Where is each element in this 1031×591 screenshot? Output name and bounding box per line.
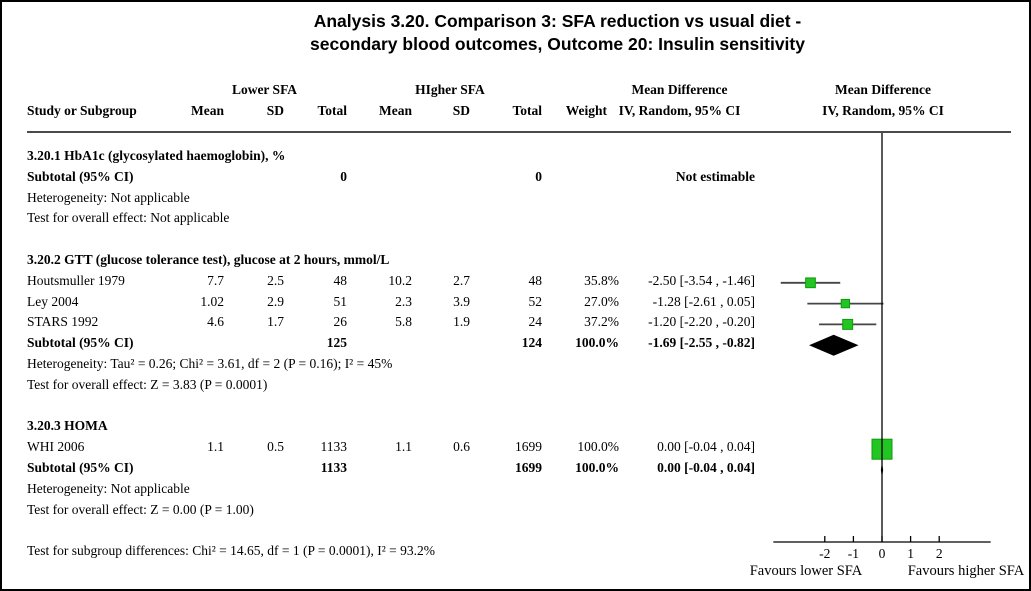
cell-m2: 2.3 xyxy=(395,293,412,309)
table-row-note: Heterogeneity: Not applicable xyxy=(2,479,1029,500)
cell-t1: 1133 xyxy=(320,439,348,455)
column-group-mean-difference-plot: Mean Difference xyxy=(834,82,932,97)
cell-t1: 48 xyxy=(333,272,348,288)
table-row-note: Test for subgroup differences: Chi² = 14… xyxy=(2,541,1029,562)
figure-title: Analysis 3.20. Comparison 3: SFA reducti… xyxy=(2,10,1029,56)
cell-study: WHI 2006 xyxy=(27,439,85,455)
cell-m1: 7.7 xyxy=(207,272,224,288)
column-header-iv-random-stats: IV, Random, 95% CI xyxy=(618,103,741,118)
cell-ci: 0.00 [-0.04 , 0.04] xyxy=(657,460,755,475)
cell-sd2: 0.6 xyxy=(453,439,470,455)
cell-sd2: 2.7 xyxy=(453,272,470,288)
cell-study: Houtsmuller 1979 xyxy=(27,272,125,288)
cell-study: Subtotal (95% CI) xyxy=(27,168,134,184)
cell-t2: 52 xyxy=(528,293,543,309)
column-header-mean1: Mean xyxy=(191,103,224,118)
section-text: 3.20.3 HOMA xyxy=(27,418,108,434)
cell-sd2: 3.9 xyxy=(453,293,470,309)
table-row-section: 3.20.3 HOMA xyxy=(2,416,1029,437)
table-row-study: Ley 2004 1.02 2.9 51 2.3 3.9 52 27.0% -1.28 [-2.… xyxy=(2,292,1029,313)
table-row-study: WHI 2006 1.1 0.5 1133 1.1 0.6 1699 100.0% 0.00 [… xyxy=(2,437,1029,458)
table-row-subtotal: Subtotal (95% CI) 125 124 100.0% -1.69 [-2.5… xyxy=(2,333,1029,354)
note-text: Test for overall effect: Not applicable xyxy=(27,210,230,226)
column-header-sd1: SD xyxy=(266,103,284,118)
column-header-weight: Weight xyxy=(565,103,607,118)
cell-sd2: 1.9 xyxy=(453,314,470,330)
table-row-note: Test for overall effect: Z = 3.83 (P = 0… xyxy=(2,375,1029,396)
column-header-mean2: Mean xyxy=(379,103,412,118)
cell-m2: 5.8 xyxy=(395,314,412,330)
cell-m2: 10.2 xyxy=(388,272,412,288)
cell-study: STARS 1992 xyxy=(27,314,99,330)
cell-m2: 1.1 xyxy=(395,439,412,455)
cell-m1: 4.6 xyxy=(207,314,224,330)
note-text: Test for overall effect: Z = 0.00 (P = 1… xyxy=(27,501,254,517)
table-row-section: 3.20.1 HbA1c (glycosylated haemoglobin),… xyxy=(2,146,1029,167)
figure-title-line1: Analysis 3.20. Comparison 3: SFA reducti… xyxy=(313,11,802,31)
cell-ci: -1.28 [-2.61 , 0.05] xyxy=(652,293,755,309)
cell-t2: 1699 xyxy=(515,460,542,475)
column-group-lower-sfa: Lower SFA xyxy=(231,82,298,97)
cell-sd1: 0.5 xyxy=(267,439,284,455)
cell-w: 100.0% xyxy=(575,335,619,351)
cell-ci: -2.50 [-3.54 , -1.46] xyxy=(648,272,755,288)
column-header-sd2: SD xyxy=(452,103,470,118)
table-row-section: 3.20.2 GTT (glucose tolerance test), glu… xyxy=(2,250,1029,271)
cell-sd1: 1.7 xyxy=(267,314,284,330)
column-header-iv-random-plot: IV, Random, 95% CI xyxy=(822,103,944,118)
cell-m1: 1.02 xyxy=(200,293,224,309)
cell-t1: 125 xyxy=(326,335,347,351)
table-row-study: Houtsmuller 1979 7.7 2.5 48 10.2 2.7 48 35.8% -2… xyxy=(2,271,1029,292)
cell-t1: 51 xyxy=(333,293,348,309)
column-header-study: Study or Subgroup xyxy=(27,103,137,118)
column-group-higher-sfa: HIgher SFA xyxy=(415,82,485,97)
table-row-note: Heterogeneity: Tau² = 0.26; Chi² = 3.61,… xyxy=(2,354,1029,375)
cell-t1: 0 xyxy=(340,168,347,184)
cell-t2: 1699 xyxy=(515,439,542,455)
note-text: Heterogeneity: Tau² = 0.26; Chi² = 3.61,… xyxy=(27,356,393,371)
note-text: Heterogeneity: Not applicable xyxy=(27,189,190,205)
cell-ci: Not estimable xyxy=(675,168,755,184)
cell-study: Subtotal (95% CI) xyxy=(27,335,134,351)
cell-t2: 24 xyxy=(528,314,543,330)
cell-m1: 1.1 xyxy=(207,439,224,455)
cell-w: 37.2% xyxy=(584,314,619,330)
cell-sd1: 2.9 xyxy=(267,293,284,309)
section-text: 3.20.2 GTT (glucose tolerance test), glu… xyxy=(27,252,390,267)
cell-w: 100.0% xyxy=(577,439,619,455)
figure-title-line2: secondary blood outcomes, Outcome 20: In… xyxy=(310,34,805,54)
cell-ci: -1.69 [-2.55 , -0.82] xyxy=(648,335,755,351)
column-group-mean-difference-stats: Mean Difference xyxy=(631,82,728,97)
cell-t1: 1133 xyxy=(320,460,347,475)
header-separator-line xyxy=(27,131,1011,133)
cell-study: Ley 2004 xyxy=(27,293,79,309)
table-row-note: Test for overall effect: Z = 0.00 (P = 1… xyxy=(2,500,1029,521)
cell-w: 35.8% xyxy=(584,272,619,288)
column-header-total2: Total xyxy=(512,103,542,118)
cell-t2: 0 xyxy=(535,168,542,184)
cell-t1: 26 xyxy=(333,314,348,330)
cell-t2: 48 xyxy=(528,272,543,288)
table-row-note: Heterogeneity: Not applicable xyxy=(2,188,1029,209)
table-row-note: Test for overall effect: Not applicable xyxy=(2,208,1029,229)
cell-ci: 0.00 [-0.04 , 0.04] xyxy=(657,439,755,455)
cell-sd1: 2.5 xyxy=(267,272,284,288)
note-text: Test for subgroup differences: Chi² = 14… xyxy=(27,543,436,559)
table-row-subtotal: Subtotal (95% CI) 1133 1699 100.0% 0.00 [-0.… xyxy=(2,458,1029,479)
cell-w: 100.0% xyxy=(575,460,619,475)
cell-w: 27.0% xyxy=(584,293,619,309)
cell-t2: 124 xyxy=(521,335,542,351)
column-header-total1: Total xyxy=(317,103,347,118)
section-text: 3.20.1 HbA1c (glycosylated haemoglobin),… xyxy=(27,148,286,163)
cell-ci: -1.20 [-2.20 , -0.20] xyxy=(648,314,755,330)
cell-study: Subtotal (95% CI) xyxy=(27,460,134,475)
table-row-subtotal: Subtotal (95% CI) 0 0 Not estimable xyxy=(2,167,1029,188)
note-text: Test for overall effect: Z = 3.83 (P = 0… xyxy=(27,376,268,392)
table-row-study: STARS 1992 4.6 1.7 26 5.8 1.9 24 37.2% -1.20 [-2… xyxy=(2,312,1029,333)
note-text: Heterogeneity: Not applicable xyxy=(27,480,190,496)
